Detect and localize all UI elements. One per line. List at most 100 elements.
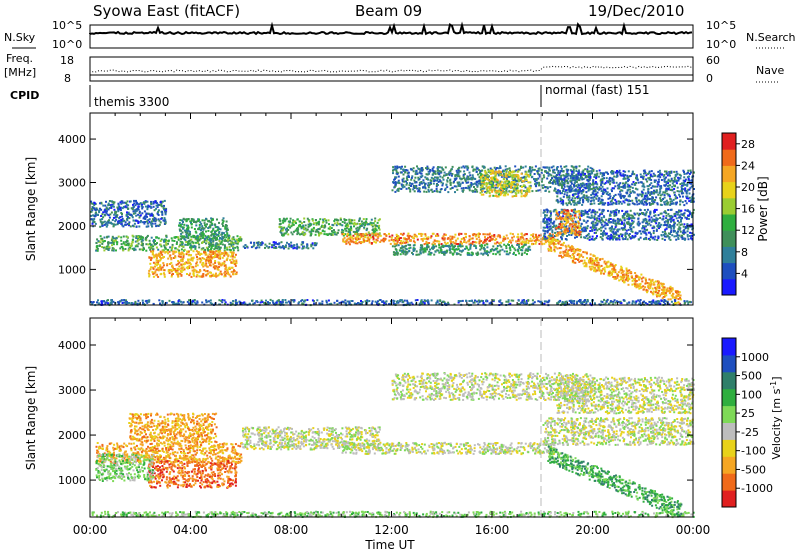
data-point	[302, 241, 304, 243]
data-point	[592, 209, 594, 211]
data-point	[202, 266, 204, 268]
data-point	[652, 175, 654, 177]
data-point	[671, 225, 673, 227]
data-point	[610, 227, 612, 229]
data-point	[224, 234, 226, 236]
data-point	[202, 227, 204, 229]
data-point	[398, 182, 400, 184]
data-point	[297, 228, 299, 230]
data-point	[434, 176, 436, 178]
data-point	[214, 223, 216, 225]
data-point	[576, 236, 578, 238]
data-point	[101, 246, 103, 248]
data-point	[222, 244, 224, 246]
data-point	[207, 266, 209, 268]
data-point	[610, 230, 612, 232]
data-point	[469, 254, 471, 256]
data-point	[357, 227, 359, 229]
data-point	[506, 180, 508, 182]
data-point	[633, 226, 635, 228]
data-point	[583, 220, 585, 222]
data-point	[459, 177, 461, 179]
data-point	[566, 235, 568, 237]
data-point	[509, 247, 511, 249]
data-point	[444, 251, 446, 253]
data-point	[627, 213, 629, 215]
data-point	[500, 191, 502, 193]
data-point	[513, 252, 515, 254]
data-point	[556, 167, 558, 169]
data-point	[482, 233, 484, 235]
data-point	[512, 233, 514, 235]
data-point	[550, 215, 552, 217]
data-point	[132, 235, 134, 237]
data-point	[546, 211, 548, 213]
data-point	[458, 169, 460, 171]
data-point	[536, 170, 538, 172]
data-point	[489, 240, 491, 242]
data-point	[586, 168, 588, 170]
data-point	[371, 233, 373, 235]
data-point	[142, 249, 144, 251]
data-point	[506, 185, 508, 187]
data-point	[632, 222, 634, 224]
data-point	[469, 172, 471, 174]
data-point	[156, 269, 158, 271]
data-point	[111, 249, 113, 251]
data-point	[632, 187, 634, 189]
data-point	[535, 185, 537, 187]
data-point	[455, 240, 457, 242]
data-point	[508, 181, 510, 183]
data-point	[232, 258, 234, 260]
data-point	[640, 174, 642, 176]
data-point	[528, 171, 530, 173]
data-point	[578, 179, 580, 181]
data-point	[551, 230, 553, 232]
data-point	[106, 246, 108, 248]
data-point	[485, 182, 487, 184]
data-point	[310, 233, 312, 235]
data-point	[476, 191, 478, 193]
data-point	[628, 234, 630, 236]
data-point	[149, 243, 151, 245]
data-point	[116, 241, 118, 243]
data-point	[208, 220, 210, 222]
data-point	[437, 170, 439, 172]
data-point	[494, 185, 496, 187]
data-point	[533, 178, 535, 180]
data-point	[313, 222, 315, 224]
freq-tick-bottom: 8	[64, 72, 71, 85]
data-point	[667, 235, 669, 237]
data-point	[428, 242, 430, 244]
data-point	[375, 224, 377, 226]
data-point	[421, 167, 423, 169]
data-point	[463, 165, 465, 167]
data-point	[504, 186, 506, 188]
data-point	[225, 240, 227, 242]
data-point	[110, 242, 112, 244]
data-point	[430, 180, 432, 182]
data-point	[598, 200, 600, 202]
data-point	[333, 220, 335, 222]
data-point	[154, 266, 156, 268]
data-point	[593, 202, 595, 204]
data-point	[207, 270, 209, 272]
data-point	[675, 239, 677, 241]
data-point	[486, 186, 488, 188]
data-point	[426, 191, 428, 193]
data-point	[596, 211, 598, 213]
data-point	[441, 184, 443, 186]
data-point	[297, 231, 299, 233]
data-point	[566, 192, 568, 194]
data-point	[605, 228, 607, 230]
data-point	[283, 227, 285, 229]
data-point	[644, 219, 646, 221]
data-point	[469, 239, 471, 241]
data-point	[503, 170, 505, 172]
data-point	[517, 250, 519, 252]
data-point	[530, 170, 532, 172]
data-point	[171, 246, 173, 248]
data-point	[467, 169, 469, 171]
data-point	[649, 219, 651, 221]
data-point	[324, 224, 326, 226]
